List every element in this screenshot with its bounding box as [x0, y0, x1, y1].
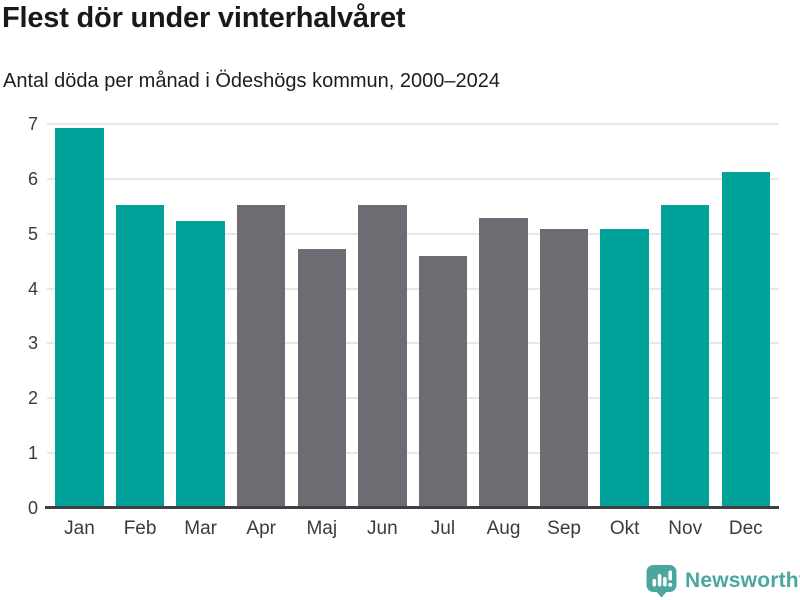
bar-dec	[721, 172, 771, 508]
y-tick-label-0: 0	[27, 498, 38, 518]
y-tick-label-1: 1	[27, 443, 38, 464]
bar-nov	[660, 205, 710, 508]
y-tick-label-3: 3	[27, 333, 38, 354]
x-tick-label-nov: Nov	[668, 518, 703, 539]
plot-area	[47, 123, 779, 508]
gridline-y6	[47, 177, 779, 180]
gridline-y1	[47, 452, 779, 455]
bar-maj	[297, 249, 347, 508]
x-tick-label-sep: Sep	[547, 518, 581, 539]
x-tick-label-jun: Jun	[367, 518, 398, 539]
bar-feb	[115, 205, 165, 508]
gridline-y5	[47, 232, 779, 235]
x-tick-label-jul: Jul	[430, 518, 456, 539]
bar-jan	[55, 128, 104, 508]
chart-title: Flest dör under vinterhalvåret	[2, 2, 406, 34]
brand-name: Newsworthy	[685, 569, 800, 592]
bar-mar	[176, 220, 225, 508]
x-tick-label-aug: Aug	[486, 518, 521, 539]
y-tick-label-4: 4	[27, 278, 38, 299]
gridline-y2	[47, 397, 779, 400]
y-tick-label-5: 5	[27, 223, 38, 244]
x-axis-line	[45, 506, 779, 509]
chart-subtitle: Antal döda per månad i Ödeshögs kommun, …	[3, 70, 501, 92]
x-tick-label-okt: Okt	[609, 518, 640, 539]
bar-apr	[236, 205, 286, 508]
bar-aug	[479, 218, 528, 508]
newsworthy-logo-icon	[646, 565, 677, 598]
x-tick-label-maj: Maj	[306, 518, 338, 539]
bar-sep	[539, 229, 589, 508]
bar-jul	[418, 255, 468, 508]
bar-jun	[358, 205, 407, 508]
gridline-y3	[47, 342, 779, 345]
x-tick-label-apr: Apr	[246, 518, 276, 539]
y-tick-label-2: 2	[27, 388, 38, 409]
gridline-y7	[47, 123, 779, 125]
x-tick-label-jan: Jan	[64, 518, 95, 539]
y-tick-label-6: 6	[27, 168, 38, 189]
x-tick-label-feb: Feb	[123, 518, 157, 539]
x-tick-label-dec: Dec	[728, 518, 763, 539]
gridline-y4	[47, 287, 779, 290]
y-tick-label-7: 7	[27, 114, 38, 134]
x-tick-label-mar: Mar	[184, 518, 217, 539]
brand-footer: Newsworthy	[645, 564, 800, 598]
bar-okt	[600, 229, 649, 508]
